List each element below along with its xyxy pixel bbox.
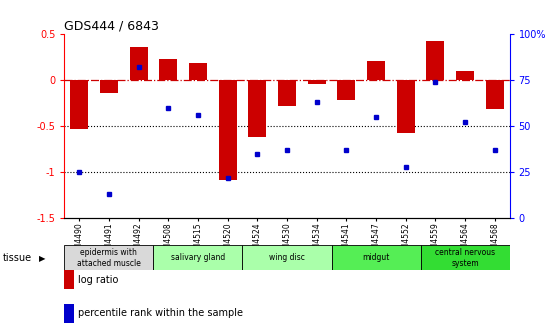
Bar <box>219 80 236 179</box>
Bar <box>242 245 332 270</box>
Bar <box>189 63 207 80</box>
Bar <box>486 80 503 109</box>
Bar <box>308 80 325 84</box>
Bar <box>367 61 385 80</box>
Bar <box>153 245 242 270</box>
Bar <box>427 41 444 80</box>
Text: percentile rank within the sample: percentile rank within the sample <box>78 308 244 318</box>
Text: wing disc: wing disc <box>269 253 305 262</box>
Bar <box>278 80 296 106</box>
Text: salivary gland: salivary gland <box>171 253 225 262</box>
Bar <box>160 59 177 80</box>
Bar <box>332 245 421 270</box>
Bar <box>397 80 414 133</box>
Bar <box>64 245 153 270</box>
Bar <box>71 80 88 129</box>
Text: central nervous
system: central nervous system <box>435 248 495 267</box>
Text: midgut: midgut <box>362 253 390 262</box>
Bar <box>421 245 510 270</box>
Bar <box>456 71 474 80</box>
Text: log ratio: log ratio <box>78 275 119 285</box>
Text: tissue: tissue <box>3 253 32 263</box>
Text: ▶: ▶ <box>39 254 46 262</box>
Bar <box>338 80 355 100</box>
Bar <box>130 47 147 80</box>
Text: epidermis with
attached muscle: epidermis with attached muscle <box>77 248 141 267</box>
Bar <box>249 80 266 137</box>
Text: GDS444 / 6843: GDS444 / 6843 <box>64 19 159 33</box>
Bar <box>100 80 118 93</box>
